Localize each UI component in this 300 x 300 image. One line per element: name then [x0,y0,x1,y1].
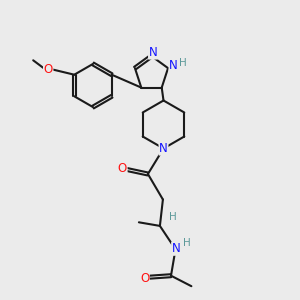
Text: O: O [118,162,127,175]
Text: H: H [183,238,191,248]
Text: O: O [44,63,53,76]
Text: H: H [179,58,187,68]
Text: N: N [159,142,168,155]
Text: O: O [140,272,149,285]
Text: N: N [172,242,181,255]
Text: N: N [148,46,158,59]
Text: H: H [169,212,176,223]
Text: N: N [169,59,178,72]
